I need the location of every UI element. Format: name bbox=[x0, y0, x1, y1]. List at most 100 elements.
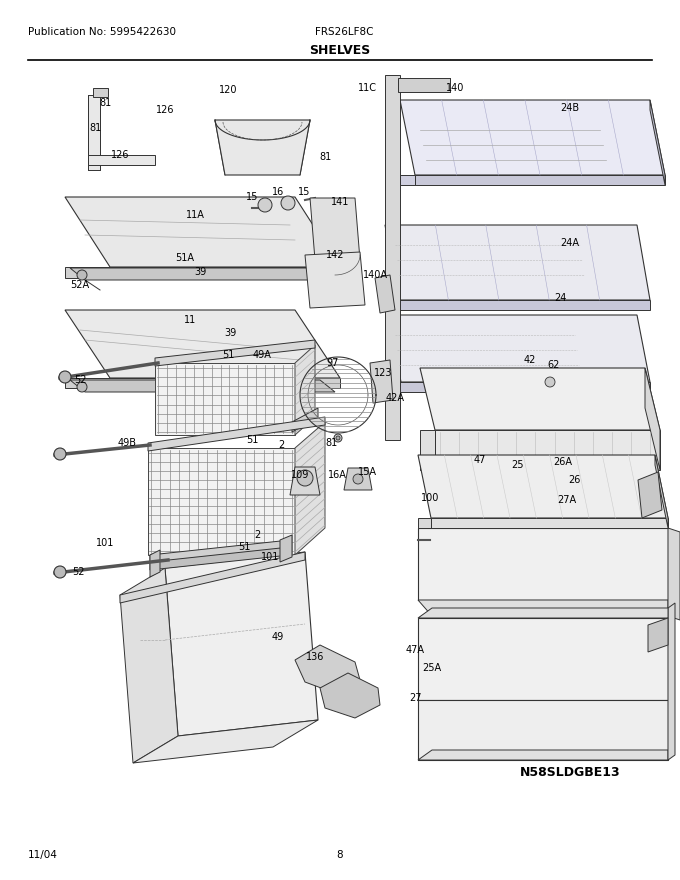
Text: 15: 15 bbox=[298, 187, 310, 197]
Circle shape bbox=[334, 434, 342, 442]
Polygon shape bbox=[150, 550, 160, 577]
Circle shape bbox=[258, 198, 272, 212]
Polygon shape bbox=[148, 417, 325, 451]
Text: 27: 27 bbox=[409, 693, 421, 703]
Polygon shape bbox=[295, 645, 360, 695]
Polygon shape bbox=[388, 315, 650, 382]
Polygon shape bbox=[420, 430, 435, 470]
Text: 26A: 26A bbox=[554, 457, 573, 467]
Text: 126: 126 bbox=[156, 105, 174, 115]
Text: 11A: 11A bbox=[186, 210, 205, 220]
Text: 101: 101 bbox=[261, 552, 279, 562]
Polygon shape bbox=[370, 360, 393, 403]
Polygon shape bbox=[648, 618, 668, 652]
Text: 62: 62 bbox=[548, 360, 560, 370]
Polygon shape bbox=[415, 175, 665, 185]
Text: 8: 8 bbox=[337, 850, 343, 860]
Polygon shape bbox=[418, 455, 668, 518]
Text: 47: 47 bbox=[474, 455, 486, 465]
Circle shape bbox=[59, 371, 71, 383]
Text: 24B: 24B bbox=[560, 103, 579, 113]
Polygon shape bbox=[385, 225, 650, 300]
Text: 51: 51 bbox=[245, 435, 258, 445]
Polygon shape bbox=[120, 552, 305, 603]
Polygon shape bbox=[418, 518, 431, 528]
Polygon shape bbox=[418, 608, 668, 618]
Polygon shape bbox=[120, 568, 178, 763]
Polygon shape bbox=[375, 275, 395, 313]
Polygon shape bbox=[290, 467, 320, 495]
Polygon shape bbox=[398, 78, 450, 92]
Polygon shape bbox=[400, 175, 415, 185]
Text: 109: 109 bbox=[291, 470, 309, 480]
Polygon shape bbox=[655, 455, 668, 528]
Polygon shape bbox=[148, 448, 295, 555]
Text: Publication No: 5995422630: Publication No: 5995422630 bbox=[28, 27, 176, 37]
Polygon shape bbox=[645, 368, 660, 470]
Text: 26: 26 bbox=[568, 475, 580, 485]
Polygon shape bbox=[388, 382, 650, 392]
Circle shape bbox=[281, 196, 295, 210]
Circle shape bbox=[77, 270, 87, 280]
Polygon shape bbox=[155, 340, 315, 366]
Polygon shape bbox=[385, 75, 400, 440]
Text: 16: 16 bbox=[272, 187, 284, 197]
Polygon shape bbox=[93, 88, 108, 97]
Text: 25A: 25A bbox=[422, 663, 441, 673]
Polygon shape bbox=[88, 95, 100, 170]
Polygon shape bbox=[150, 540, 290, 563]
Text: 81: 81 bbox=[319, 152, 331, 162]
Polygon shape bbox=[280, 535, 292, 562]
Polygon shape bbox=[65, 378, 340, 388]
Text: 136: 136 bbox=[306, 652, 324, 662]
Text: SHELVES: SHELVES bbox=[309, 43, 371, 56]
Text: 2: 2 bbox=[278, 440, 284, 450]
Polygon shape bbox=[418, 618, 668, 700]
Text: 81: 81 bbox=[89, 123, 101, 133]
Polygon shape bbox=[295, 345, 315, 435]
Text: 11/04: 11/04 bbox=[28, 850, 58, 860]
Text: 49A: 49A bbox=[252, 350, 271, 360]
Text: 81: 81 bbox=[326, 438, 338, 448]
Polygon shape bbox=[292, 408, 318, 432]
Polygon shape bbox=[668, 603, 675, 760]
Polygon shape bbox=[385, 300, 650, 310]
Polygon shape bbox=[70, 380, 335, 392]
Text: 52: 52 bbox=[72, 567, 84, 577]
Circle shape bbox=[77, 382, 87, 392]
Polygon shape bbox=[320, 673, 380, 718]
Text: 49B: 49B bbox=[118, 438, 137, 448]
Text: 42A: 42A bbox=[386, 393, 405, 403]
Text: N58SLDGBE13: N58SLDGBE13 bbox=[520, 766, 621, 779]
Polygon shape bbox=[638, 472, 662, 518]
Text: 24A: 24A bbox=[560, 238, 579, 248]
Text: 27A: 27A bbox=[558, 495, 577, 505]
Text: 11: 11 bbox=[184, 315, 196, 325]
Text: 97: 97 bbox=[327, 358, 339, 368]
Text: 120: 120 bbox=[219, 85, 237, 95]
Polygon shape bbox=[650, 100, 665, 185]
Polygon shape bbox=[305, 252, 365, 308]
Text: 25: 25 bbox=[511, 460, 523, 470]
Text: 52A: 52A bbox=[71, 280, 90, 290]
Polygon shape bbox=[418, 600, 668, 616]
Text: 39: 39 bbox=[194, 267, 206, 277]
Polygon shape bbox=[65, 197, 340, 267]
Polygon shape bbox=[165, 552, 318, 736]
Text: 142: 142 bbox=[326, 250, 344, 260]
Text: 15: 15 bbox=[245, 192, 258, 202]
Text: 51: 51 bbox=[222, 350, 234, 360]
Polygon shape bbox=[150, 547, 290, 570]
Circle shape bbox=[336, 436, 340, 440]
Text: 51: 51 bbox=[238, 542, 250, 552]
Text: 100: 100 bbox=[421, 493, 439, 503]
Text: 140A: 140A bbox=[362, 270, 388, 280]
Text: 2: 2 bbox=[254, 530, 260, 540]
Text: 24: 24 bbox=[554, 293, 566, 303]
Text: 11C: 11C bbox=[358, 83, 377, 93]
Polygon shape bbox=[295, 422, 325, 555]
Polygon shape bbox=[310, 198, 360, 260]
Polygon shape bbox=[400, 100, 665, 175]
Text: 47A: 47A bbox=[405, 645, 424, 655]
Polygon shape bbox=[133, 720, 318, 763]
